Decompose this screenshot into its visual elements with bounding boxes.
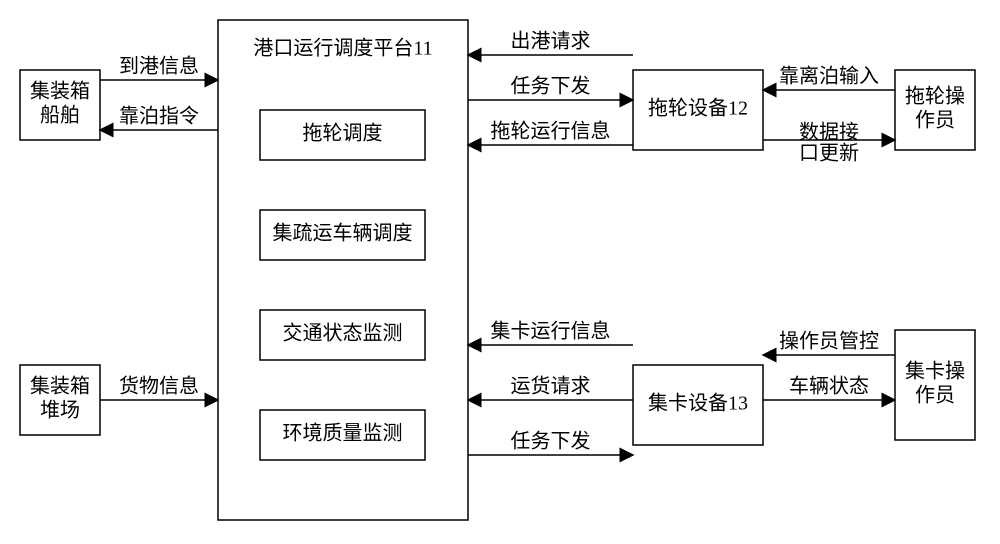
svg-text:拖轮设备12: 拖轮设备12 — [648, 97, 748, 120]
svg-text:作员: 作员 — [915, 109, 955, 132]
svg-text:拖轮调度: 拖轮调度 — [303, 122, 383, 145]
svg-text:任务下发: 任务下发 — [511, 430, 591, 453]
flow-diagram: 集装箱船舶集装箱堆场港口运行调度平台11拖轮调度集疏运车辆调度交通状态监测环境质… — [0, 0, 1000, 544]
svg-text:交通状态监测: 交通状态监测 — [283, 322, 403, 345]
svg-text:任务下发: 任务下发 — [511, 75, 591, 98]
svg-text:集卡操: 集卡操 — [905, 360, 965, 383]
svg-text:环境质量监测: 环境质量监测 — [283, 422, 403, 445]
svg-text:到港信息: 到港信息 — [119, 55, 199, 78]
svg-text:集装箱: 集装箱 — [30, 375, 90, 398]
svg-text:车辆状态: 车辆状态 — [789, 375, 869, 398]
svg-text:口更新: 口更新 — [799, 142, 859, 165]
svg-text:堆场: 堆场 — [40, 399, 80, 422]
svg-text:数据接: 数据接 — [799, 121, 859, 144]
svg-text:船舶: 船舶 — [40, 104, 80, 127]
svg-text:拖轮运行信息: 拖轮运行信息 — [491, 120, 611, 143]
svg-text:靠离泊输入: 靠离泊输入 — [779, 65, 879, 88]
svg-text:集卡设备13: 集卡设备13 — [648, 392, 748, 415]
svg-text:靠泊指令: 靠泊指令 — [119, 105, 199, 128]
svg-text:出港请求: 出港请求 — [511, 30, 591, 53]
svg-text:集装箱: 集装箱 — [30, 80, 90, 103]
svg-text:港口运行调度平台11: 港口运行调度平台11 — [253, 37, 432, 60]
svg-text:操作员管控: 操作员管控 — [779, 330, 879, 353]
svg-text:作员: 作员 — [915, 384, 955, 407]
svg-text:集卡运行信息: 集卡运行信息 — [491, 320, 611, 343]
svg-text:拖轮操: 拖轮操 — [905, 85, 965, 108]
svg-text:货物信息: 货物信息 — [119, 375, 199, 398]
svg-text:集疏运车辆调度: 集疏运车辆调度 — [273, 222, 413, 245]
svg-text:运货请求: 运货请求 — [511, 375, 591, 398]
